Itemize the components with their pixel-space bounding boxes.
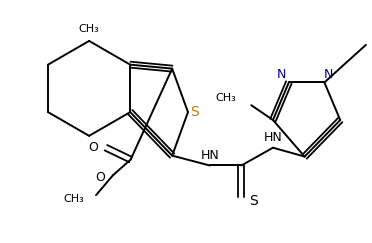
Text: S: S xyxy=(190,105,199,119)
Text: CH₃: CH₃ xyxy=(79,24,99,34)
Text: HN: HN xyxy=(264,131,282,144)
Text: CH₃: CH₃ xyxy=(216,93,237,103)
Text: HN: HN xyxy=(201,149,219,162)
Text: N: N xyxy=(324,68,333,81)
Text: O: O xyxy=(95,171,105,184)
Text: O: O xyxy=(88,141,98,154)
Text: CH₃: CH₃ xyxy=(64,194,84,204)
Text: N: N xyxy=(277,68,286,81)
Text: S: S xyxy=(249,194,257,208)
